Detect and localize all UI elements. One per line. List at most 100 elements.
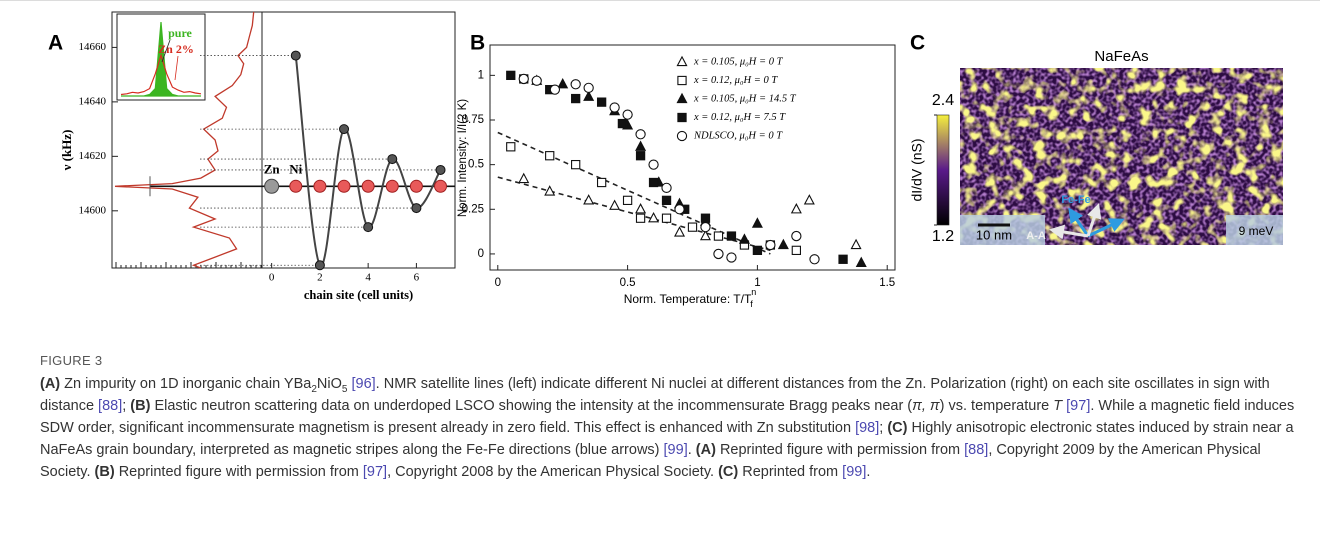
- ni-site: [289, 179, 303, 193]
- data-point: [713, 231, 724, 241]
- polarization-point: [363, 222, 374, 233]
- x-tick-label: 0.5: [620, 277, 636, 289]
- data-point: [622, 195, 633, 206]
- data-point: [622, 109, 633, 120]
- legend-marker: [677, 75, 687, 86]
- data-point: [726, 231, 737, 241]
- x-axis-label-sup: n: [751, 287, 756, 297]
- legend-label: x = 0.105, μ₀H = 14.5 T: [693, 93, 797, 104]
- plot-frame: [261, 11, 456, 269]
- caption-text: (B): [130, 398, 151, 414]
- oscillation-curve: [294, 55, 442, 267]
- plot-frame: [489, 44, 896, 271]
- reference-link[interactable]: [99]: [842, 464, 867, 480]
- inset-line: [121, 21, 201, 97]
- caption-text: . While a magnetic field induces SDW ord…: [40, 398, 1295, 436]
- caption-text: 5: [341, 383, 348, 395]
- data-point: [809, 254, 820, 265]
- data-point: [648, 159, 659, 170]
- reference-link[interactable]: [98]: [855, 420, 880, 436]
- polarization-point: [387, 154, 398, 165]
- data-point: [661, 195, 672, 206]
- x-tick-label: 4: [365, 272, 371, 284]
- colorbar-label: dI/dV (nS): [909, 138, 925, 201]
- polarization-point: [339, 124, 350, 135]
- caption-text: Highly anisotropic electronic states ind…: [40, 420, 1294, 458]
- scalebar-label: 10 nm: [976, 227, 1012, 242]
- fit-line: [497, 176, 771, 252]
- data-point: [700, 213, 711, 223]
- x-tick-label: 0: [269, 272, 275, 284]
- caption-text: 2: [311, 383, 317, 395]
- data-point: [726, 252, 737, 263]
- data-point: [674, 226, 686, 237]
- site-label: Zn: [264, 161, 281, 176]
- data-point: [791, 245, 801, 256]
- reference-link[interactable]: [88]: [98, 398, 123, 414]
- data-point: [609, 102, 620, 113]
- caption-text: , Copyright 2009 by the American Physica…: [40, 442, 1261, 480]
- y-tick-label: 14660: [79, 41, 107, 53]
- fe-fe-arrow: [1087, 218, 1125, 238]
- data-point: [661, 182, 672, 194]
- reference-link[interactable]: [97]: [362, 464, 388, 480]
- a-a-arrow: [1086, 203, 1102, 237]
- legend-marker: [676, 92, 688, 104]
- polarization-point: [411, 203, 422, 214]
- caption-text: ;: [879, 420, 888, 436]
- caption-text: T: [1053, 398, 1063, 414]
- data-point: [609, 199, 621, 210]
- ni-site: [434, 179, 448, 193]
- data-point: [850, 238, 862, 250]
- ni-site: [409, 179, 423, 193]
- colorbar: [936, 114, 950, 226]
- x-tick-label: 1: [754, 277, 760, 289]
- y-axis-label: Norm. Intensity: I/I(2 K): [457, 99, 469, 217]
- inset-legend: pure: [168, 26, 192, 40]
- polarization-point: [290, 50, 301, 61]
- caption-text: (B): [94, 464, 115, 480]
- legend-label: NDLSCO, μ₀H = 0 T: [693, 130, 783, 141]
- reference-link[interactable]: [97]: [1066, 398, 1091, 414]
- caption-text: (A): [40, 376, 61, 392]
- data-point: [583, 194, 595, 205]
- data-point: [803, 194, 815, 205]
- data-point: [790, 203, 802, 214]
- data-point: [571, 93, 581, 104]
- data-point: [700, 221, 711, 233]
- caption-text: , Copyright 2008 by the American Physica…: [387, 464, 719, 480]
- data-point: [583, 90, 595, 101]
- zn-site: [264, 178, 280, 194]
- reference-link[interactable]: [88]: [964, 442, 989, 458]
- data-point: [506, 70, 516, 81]
- legend-marker: [677, 112, 687, 123]
- x-axis-label-text: Norm. Temperature: T/T: [624, 292, 752, 306]
- data-point: [545, 151, 555, 161]
- a-a-arrow: [1049, 224, 1089, 240]
- ni-site: [313, 179, 327, 193]
- caption-text: (C): [718, 464, 739, 480]
- data-point: [617, 118, 628, 129]
- x-axis-label: Norm. Temperature: T/Tn f: [624, 287, 757, 309]
- polarization-point: [314, 260, 325, 271]
- y-tick-label: 14600: [79, 204, 107, 216]
- reference-link[interactable]: [96]: [351, 376, 376, 392]
- data-point: [635, 213, 646, 223]
- data-point: [855, 256, 867, 268]
- colorbar-tick-label: 2.4: [932, 92, 954, 109]
- data-point: [635, 151, 646, 161]
- y-tick-label: 14640: [79, 95, 107, 107]
- data-point: [596, 177, 607, 188]
- data-point: [531, 75, 542, 86]
- caption-text: .: [687, 442, 696, 458]
- data-point: [648, 177, 659, 188]
- data-point: [518, 172, 530, 184]
- data-point: [713, 248, 724, 260]
- ni-site: [385, 179, 399, 193]
- scalebar-box: [960, 215, 1045, 245]
- reference-link[interactable]: [99]: [663, 442, 688, 458]
- fe-fe-arrow: [1068, 207, 1090, 237]
- y-tick-label: 0.25: [462, 203, 484, 215]
- y-tick-label: 0: [478, 248, 484, 260]
- panel-label: A: [48, 32, 63, 55]
